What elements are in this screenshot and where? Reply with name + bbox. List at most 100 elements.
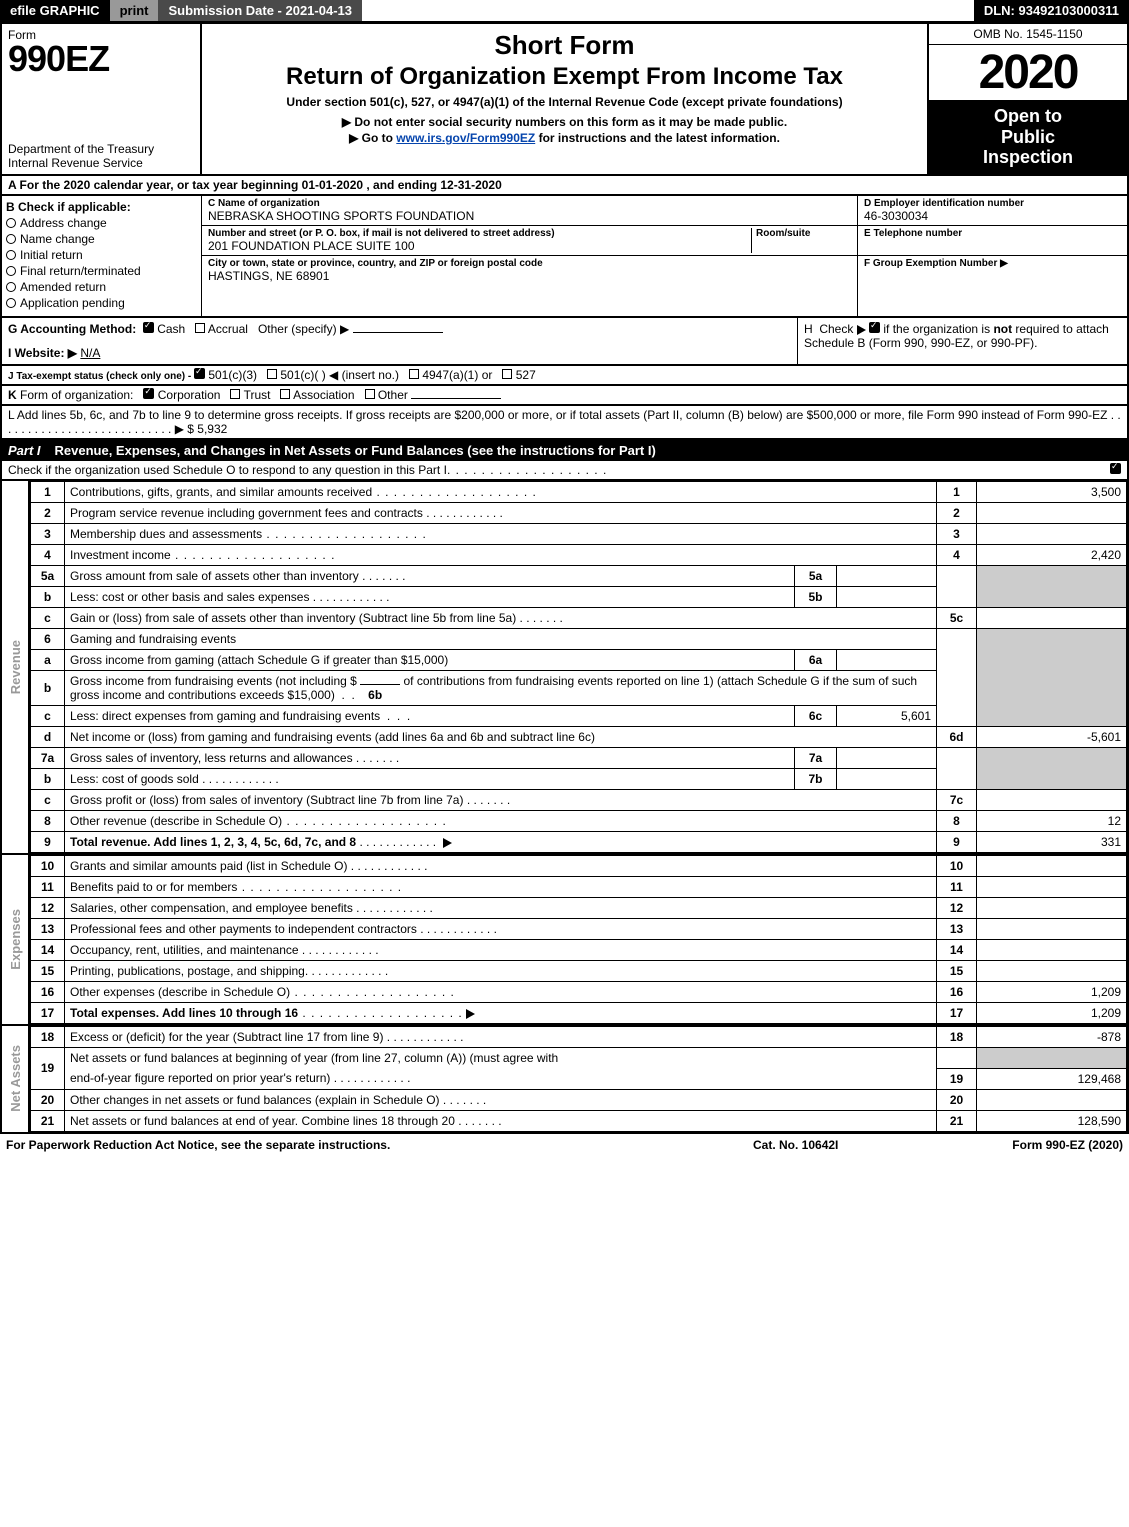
other-specify-input[interactable]: [353, 332, 443, 333]
cat-no: Cat. No. 10642I: [753, 1138, 953, 1152]
j-4947-checkbox[interactable]: [409, 369, 419, 379]
title-return: Return of Organization Exempt From Incom…: [210, 63, 919, 91]
line-7a-desc: Gross sales of inventory, less returns a…: [70, 751, 353, 765]
do-not-enter: ▶ Do not enter social security numbers o…: [210, 115, 919, 129]
k-corp-checkbox[interactable]: [143, 388, 154, 399]
opt-other: Other (specify) ▶: [258, 322, 349, 336]
checkbox-amended-return[interactable]: Amended return: [6, 280, 197, 294]
j-o2: 501(c)( ) ◀ (insert no.): [280, 368, 399, 382]
dots: [447, 463, 1110, 477]
row-k: K Form of organization: Corporation Trus…: [0, 386, 1129, 406]
header-right: OMB No. 1545-1150 2020 Open to Public In…: [927, 24, 1127, 174]
d-label: D Employer identification number: [864, 198, 1121, 209]
line-5b-subval: [837, 587, 937, 608]
efile-label: efile GRAPHIC: [0, 0, 110, 21]
goto-post: for instructions and the latest informat…: [535, 131, 780, 145]
line-6b-input[interactable]: [360, 684, 400, 685]
line-14-desc: Occupancy, rent, utilities, and maintena…: [70, 943, 299, 957]
line-12-amt: [977, 898, 1127, 919]
line-6a-subval: [837, 650, 937, 671]
side-revenue: Revenue: [2, 481, 30, 853]
form-header: Form 990EZ Department of the Treasury In…: [0, 21, 1129, 176]
k-trust-checkbox[interactable]: [230, 389, 240, 399]
opt-application-pending: Application pending: [20, 296, 125, 310]
goto-link[interactable]: www.irs.gov/Form990EZ: [396, 131, 535, 145]
line-3-amt: [977, 524, 1127, 545]
line-12-desc: Salaries, other compensation, and employ…: [70, 901, 353, 915]
f-label: F Group Exemption Number ▶: [864, 258, 1121, 269]
ein: 46-3030034: [864, 209, 1121, 223]
org-name: NEBRASKA SHOOTING SPORTS FOUNDATION: [208, 209, 851, 223]
line-16-desc: Other expenses (describe in Schedule O): [70, 985, 290, 999]
j-o4: 527: [516, 368, 536, 382]
line-21-amt: 128,590: [977, 1110, 1127, 1131]
sched-o-checkbox[interactable]: [1110, 463, 1121, 474]
line-7b-desc: Less: cost of goods sold: [70, 772, 199, 786]
part-i-title: Revenue, Expenses, and Changes in Net As…: [55, 443, 656, 458]
triangle-icon: [443, 838, 452, 848]
box-c: C Name of organization NEBRASKA SHOOTING…: [202, 196, 857, 316]
line-8-amt: 12: [977, 811, 1127, 832]
line-15-amt: [977, 961, 1127, 982]
line-6a-desc: Gross income from gaming (attach Schedul…: [70, 653, 448, 667]
j-501c-checkbox[interactable]: [267, 369, 277, 379]
line-1-amt: 3,500: [977, 482, 1127, 503]
j-527-checkbox[interactable]: [502, 369, 512, 379]
opt-final-return: Final return/terminated: [20, 264, 141, 278]
line-7c-desc: Gross profit or (loss) from sales of inv…: [70, 793, 463, 807]
line-6d-desc: Net income or (loss) from gaming and fun…: [70, 730, 595, 744]
triangle-icon: [857, 325, 866, 335]
revenue-block: Revenue 1Contributions, gifts, grants, a…: [0, 481, 1129, 855]
line-9-desc: Total revenue. Add lines 1, 2, 3, 4, 5c,…: [70, 835, 356, 849]
line-8-desc: Other revenue (describe in Schedule O): [70, 814, 282, 828]
part-i-head: Part I Revenue, Expenses, and Changes in…: [0, 440, 1129, 461]
opt-cash: Cash: [157, 322, 185, 336]
omb-no: OMB No. 1545-1150: [929, 24, 1127, 45]
h-checkbox[interactable]: [869, 322, 880, 333]
accrual-checkbox[interactable]: [195, 323, 205, 333]
dln: DLN: 93492103000311: [974, 0, 1129, 21]
checkbox-application-pending[interactable]: Application pending: [6, 296, 197, 310]
print-button[interactable]: print: [110, 0, 159, 21]
j-pre: J Tax-exempt status (check only one) -: [8, 371, 194, 382]
net-assets-block: Net Assets 18Excess or (deficit) for the…: [0, 1026, 1129, 1134]
checkbox-initial-return[interactable]: Initial return: [6, 248, 197, 262]
k-assoc-checkbox[interactable]: [280, 389, 290, 399]
accounting-method: G Accounting Method: Cash Accrual Other …: [8, 322, 791, 336]
k-other-checkbox[interactable]: [365, 389, 375, 399]
part-i-label: Part I: [8, 443, 41, 458]
line-4-desc: Investment income: [70, 548, 171, 562]
cash-checkbox[interactable]: [143, 322, 154, 333]
row-j: J Tax-exempt status (check only one) - 5…: [0, 366, 1129, 386]
form-number: 990EZ: [8, 38, 194, 80]
paperwork-reduction: For Paperwork Reduction Act Notice, see …: [6, 1138, 753, 1152]
line-1-desc: Contributions, gifts, grants, and simila…: [70, 485, 372, 499]
box-b-title: B Check if applicable:: [6, 200, 197, 214]
line-7b-subval: [837, 769, 937, 790]
j-o1: 501(c)(3): [208, 368, 257, 382]
line-3-desc: Membership dues and assessments: [70, 527, 262, 541]
website-row: I Website: ▶ N/A: [8, 346, 791, 360]
line-6d-amt: -5,601: [977, 727, 1127, 748]
k-other-input[interactable]: [411, 398, 501, 399]
line-11-amt: [977, 877, 1127, 898]
opt-address-change: Address change: [20, 216, 107, 230]
street-address: 201 FOUNDATION PLACE SUITE 100: [208, 239, 751, 253]
line-19-amt: 129,468: [977, 1068, 1127, 1089]
revenue-table: 1Contributions, gifts, grants, and simil…: [30, 481, 1127, 853]
line-20-amt: [977, 1089, 1127, 1110]
j-501c3-checkbox[interactable]: [194, 368, 205, 379]
city-label: City or town, state or province, country…: [208, 258, 851, 269]
opt-accrual: Accrual: [208, 322, 248, 336]
under-section: Under section 501(c), 527, or 4947(a)(1)…: [210, 95, 919, 109]
checkbox-final-return[interactable]: Final return/terminated: [6, 264, 197, 278]
line-5b-desc: Less: cost or other basis and sales expe…: [70, 590, 309, 604]
checkbox-name-change[interactable]: Name change: [6, 232, 197, 246]
room-label: Room/suite: [756, 228, 851, 239]
j-o3: 4947(a)(1) or: [422, 368, 492, 382]
line-2-amt: [977, 503, 1127, 524]
line-20-desc: Other changes in net assets or fund bala…: [70, 1093, 440, 1107]
side-expenses-label: Expenses: [8, 909, 23, 970]
h-text: H Check if the organization is not requi…: [804, 322, 1109, 350]
checkbox-address-change[interactable]: Address change: [6, 216, 197, 230]
